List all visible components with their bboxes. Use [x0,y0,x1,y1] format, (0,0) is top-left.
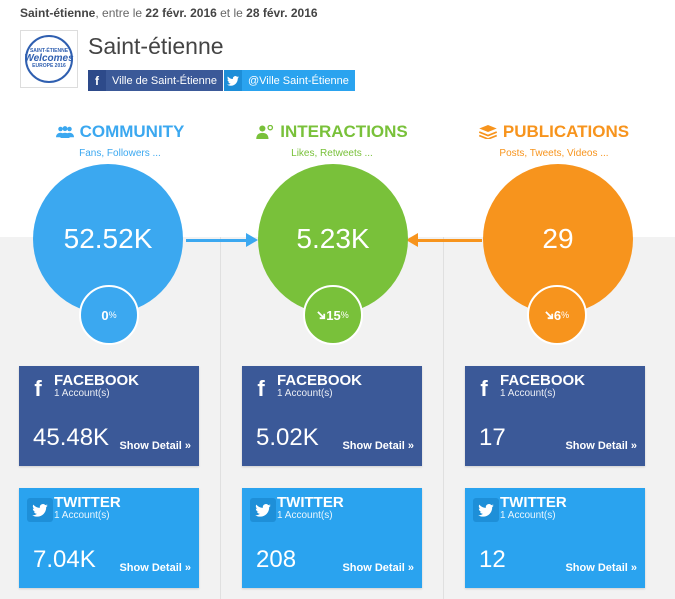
period-start: 22 févr. 2016 [145,6,217,20]
publications-header: PUBLICATIONS Posts, Tweets, Videos ... [443,122,665,159]
period-end: 28 févr. 2016 [246,6,318,20]
period-text: , entre le [95,6,146,20]
community-change-badge: 0% [79,285,139,345]
facebook-interactions-value: 5.02K [256,424,319,451]
community-title: COMMUNITY [79,122,185,141]
percent-unit: % [340,310,349,320]
twitter-community-value: 7.04K [33,546,96,573]
community-facebook-card: f FACEBOOK 1 Account(s) 45.48K Show Deta… [19,366,199,466]
publications-total[interactable]: 29 [483,164,633,314]
account-count: 1 Account(s) [54,388,110,399]
facebook-icon: f [257,376,265,401]
show-detail-link[interactable]: Show Detail » [342,562,414,574]
publications-subtitle: Posts, Tweets, Videos ... [499,148,609,159]
brand-logo: SAINT-ÉTIENNE Welcomes EUROPE 2016 [20,30,78,88]
report-period: Saint-étienne, entre le 22 févr. 2016 et… [20,6,318,20]
twitter-icon [27,498,53,522]
interactions-twitter-card: TWITTER 1 Account(s) 208 Show Detail » [242,488,422,588]
account-count: 1 Account(s) [500,388,556,399]
network-name: FACEBOOK [500,372,586,389]
network-name: FACEBOOK [277,372,363,389]
period-text: et le [216,6,247,20]
brand-title: Saint-étienne [88,33,224,59]
twitter-publications-value: 12 [479,546,506,573]
show-detail-link[interactable]: Show Detail » [565,440,637,452]
publications-twitter-card: TWITTER 1 Account(s) 12 Show Detail » [465,488,645,588]
percent-unit: % [561,310,570,320]
twitter-icon [250,498,276,522]
facebook-community-value: 45.48K [33,424,110,451]
show-detail-link[interactable]: Show Detail » [119,562,191,574]
arrow-head-icon [406,233,418,247]
network-name: TWITTER [54,494,121,511]
network-name: TWITTER [277,494,344,511]
report-city: Saint-étienne [20,6,96,20]
users-icon [55,126,74,138]
facebook-icon: f [88,70,106,91]
interactions-change-badge: 15% [303,285,363,345]
account-count: 1 Account(s) [54,510,110,521]
trend-down-icon [545,310,553,319]
interactions-subtitle: Likes, Retweets ... [291,148,373,159]
facebook-icon: f [34,376,42,401]
arrow-head-icon [246,233,258,247]
community-to-interactions-arrow [186,239,248,242]
community-total[interactable]: 52.52K [33,164,183,314]
publications-change: 6 [553,307,562,323]
account-count: 1 Account(s) [500,510,556,521]
community-change: 0 [101,307,109,323]
percent-unit: % [108,310,117,320]
twitter-icon [473,498,499,522]
network-name: FACEBOOK [54,372,140,389]
column-divider [220,237,221,599]
community-twitter-card: TWITTER 1 Account(s) 7.04K Show Detail » [19,488,199,588]
account-count: 1 Account(s) [277,388,333,399]
publications-title: PUBLICATIONS [502,122,630,141]
logo-text: EUROPE 2016 [32,63,66,69]
publications-facebook-card: f FACEBOOK 1 Account(s) 17 Show Detail » [465,366,645,466]
facebook-icon: f [480,376,488,401]
logo-text: SAINT-ÉTIENNE [29,48,69,54]
facebook-page-label: Ville de Saint-Étienne [106,70,223,91]
twitter-interactions-value: 208 [256,546,297,573]
interactions-facebook-card: f FACEBOOK 1 Account(s) 5.02K Show Detai… [242,366,422,466]
account-count: 1 Account(s) [277,510,333,521]
publications-to-interactions-arrow [416,239,482,242]
community-subtitle: Fans, Followers ... [79,148,161,159]
interactions-header: INTERACTIONS Likes, Retweets ... [221,122,443,159]
twitter-icon [224,70,242,91]
trend-down-icon [317,310,326,319]
user-interaction-icon [256,125,274,139]
show-detail-link[interactable]: Show Detail » [565,562,637,574]
community-header: COMMUNITY Fans, Followers ... [9,122,231,159]
publications-change-badge: 6% [527,285,587,345]
show-detail-link[interactable]: Show Detail » [119,440,191,452]
logo-text: Welcomes [24,53,74,64]
logo-badge: SAINT-ÉTIENNE Welcomes EUROPE 2016 [24,35,74,83]
facebook-page-link[interactable]: f Ville de Saint-Étienne [88,70,223,91]
show-detail-link[interactable]: Show Detail » [342,440,414,452]
interactions-title: INTERACTIONS [280,122,408,141]
network-name: TWITTER [500,494,567,511]
stack-icon [478,125,497,139]
twitter-account-label: @Ville Saint-Étienne [242,70,355,91]
facebook-publications-value: 17 [479,424,506,451]
twitter-account-link[interactable]: @Ville Saint-Étienne [224,70,355,91]
column-divider [443,237,444,599]
interactions-change: 15 [326,307,341,323]
